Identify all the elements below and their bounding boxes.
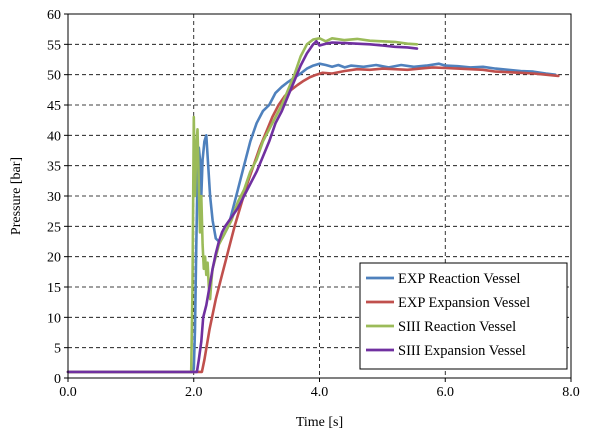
y-tick-label: 55 (47, 38, 61, 53)
series-line (66, 40, 419, 374)
x-tick-label: 6.0 (437, 385, 455, 400)
axis-ticks: 0 5 10 15 20 25 30 35 40 45 50 55 60 0.0 2.0 4.0 6.0 8.0 (47, 8, 580, 400)
legend: EXP Reaction Vessel EXP Expansion Vessel S… (359, 262, 568, 370)
y-tick-label: 10 (47, 311, 61, 326)
y-tick-label: 0 (54, 372, 61, 387)
legend-box (359, 262, 568, 370)
y-tick-label: 40 (47, 129, 61, 144)
x-tick-label: 8.0 (562, 385, 580, 400)
y-axis-title: Pressure [bar] (9, 157, 24, 235)
series-lines (66, 37, 560, 374)
legend-label: SIII Expansion Vessel (398, 343, 526, 359)
y-tick-label: 45 (47, 99, 61, 114)
legend-label: EXP Reaction Vessel (398, 271, 520, 287)
series-line (66, 62, 557, 374)
y-tick-label: 30 (47, 190, 61, 205)
y-tick-label: 25 (47, 220, 61, 235)
x-axis-title: Time [s] (296, 415, 343, 430)
y-tick-label: 60 (47, 8, 61, 23)
series-line (66, 66, 560, 374)
y-tick-label: 35 (47, 160, 61, 175)
x-tick-label: 2.0 (185, 385, 203, 400)
x-tick-label: 0.0 (59, 385, 77, 400)
legend-label: SIII Reaction Vessel (398, 319, 516, 335)
y-tick-label: 50 (47, 69, 61, 84)
legend-label: EXP Expansion Vessel (398, 295, 530, 311)
y-tick-label: 20 (47, 251, 61, 266)
x-tick-label: 4.0 (311, 385, 329, 400)
y-tick-label: 5 (54, 342, 61, 357)
y-tick-label: 15 (47, 281, 61, 296)
